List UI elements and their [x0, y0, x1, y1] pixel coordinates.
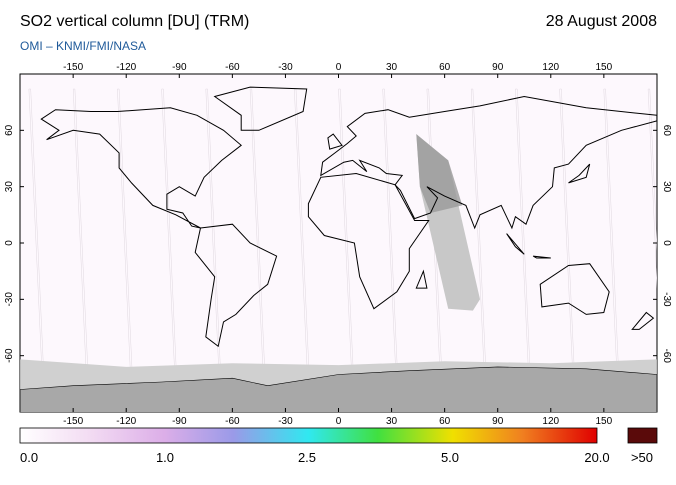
- lat-tick-label-right: -60: [661, 348, 672, 363]
- antarctica: [20, 366, 657, 412]
- lat-tick-label-left: -30: [4, 292, 15, 307]
- lon-tick-label-bottom: 30: [386, 416, 398, 427]
- coastline: [631, 311, 655, 330]
- coastline: [307, 172, 430, 310]
- lon-tick-label-top: 150: [596, 62, 613, 73]
- lon-tick-label-top: 60: [439, 62, 451, 73]
- title: SO2 vertical column [DU] (TRM): [20, 13, 249, 30]
- lat-tick-label-right: -30: [661, 292, 672, 307]
- coastline: [568, 163, 591, 184]
- colorbar-label: 1.0: [156, 450, 174, 465]
- lat-tick-label-right: 60: [661, 125, 672, 137]
- coastline: [327, 133, 343, 150]
- lon-tick-label-top: -30: [278, 62, 293, 73]
- lon-tick-label-bottom: 60: [439, 416, 451, 427]
- orbit-track: [647, 88, 657, 289]
- colorbar: [19, 427, 598, 444]
- lon-tick-label-bottom: 150: [596, 416, 613, 427]
- coastline: [213, 86, 308, 131]
- swath-dark: [416, 134, 463, 213]
- colorbar-overflow-label: >50: [631, 450, 653, 465]
- lon-tick-label-top: -60: [225, 62, 240, 73]
- lon-tick-label-bottom: -30: [278, 416, 293, 427]
- lat-tick-label-left: 60: [4, 124, 15, 136]
- lon-tick-label-bottom: 0: [336, 416, 342, 427]
- coastline: [40, 107, 242, 229]
- lon-tick-label-bottom: 120: [542, 416, 559, 427]
- coastline: [539, 263, 610, 315]
- colorbar-label: 5.0: [441, 450, 459, 465]
- coastline: [194, 223, 278, 348]
- lat-tick-label-left: 30: [4, 181, 15, 193]
- lon-tick-label-top: -150: [63, 62, 83, 73]
- map: [20, 86, 657, 412]
- lat-tick-label-left: 0: [4, 240, 15, 246]
- colorbar-label: 2.5: [298, 450, 316, 465]
- date: 28 August 2008: [546, 13, 657, 30]
- coastline: [320, 95, 657, 230]
- subtitle: OMI – KNMI/FMI/NASA: [20, 39, 146, 53]
- lon-tick-label-bottom: -120: [116, 416, 136, 427]
- lat-tick-label-left: -60: [4, 348, 15, 363]
- coastline: [532, 255, 551, 259]
- lon-tick-label-top: 30: [386, 62, 398, 73]
- lon-tick-label-top: -90: [172, 62, 187, 73]
- lat-tick-label-right: 0: [661, 240, 672, 246]
- lon-tick-label-top: 90: [492, 62, 504, 73]
- lon-tick-label-bottom: -150: [63, 416, 83, 427]
- lat-tick-label-right: 30: [661, 181, 672, 193]
- lon-tick-label-top: 120: [542, 62, 559, 73]
- colorbar-label: 0.0: [20, 450, 38, 465]
- coastline: [415, 269, 428, 289]
- coastline: [506, 233, 525, 255]
- lon-tick-label-bottom: 90: [492, 416, 504, 427]
- lon-tick-label-bottom: -90: [172, 416, 187, 427]
- lon-tick-label-top: -120: [116, 62, 136, 73]
- colorbar-overflow: [627, 427, 658, 444]
- lon-tick-label-bottom: -60: [225, 416, 240, 427]
- lon-tick-label-top: 0: [336, 62, 342, 73]
- colorbar-label: 20.0: [584, 450, 609, 465]
